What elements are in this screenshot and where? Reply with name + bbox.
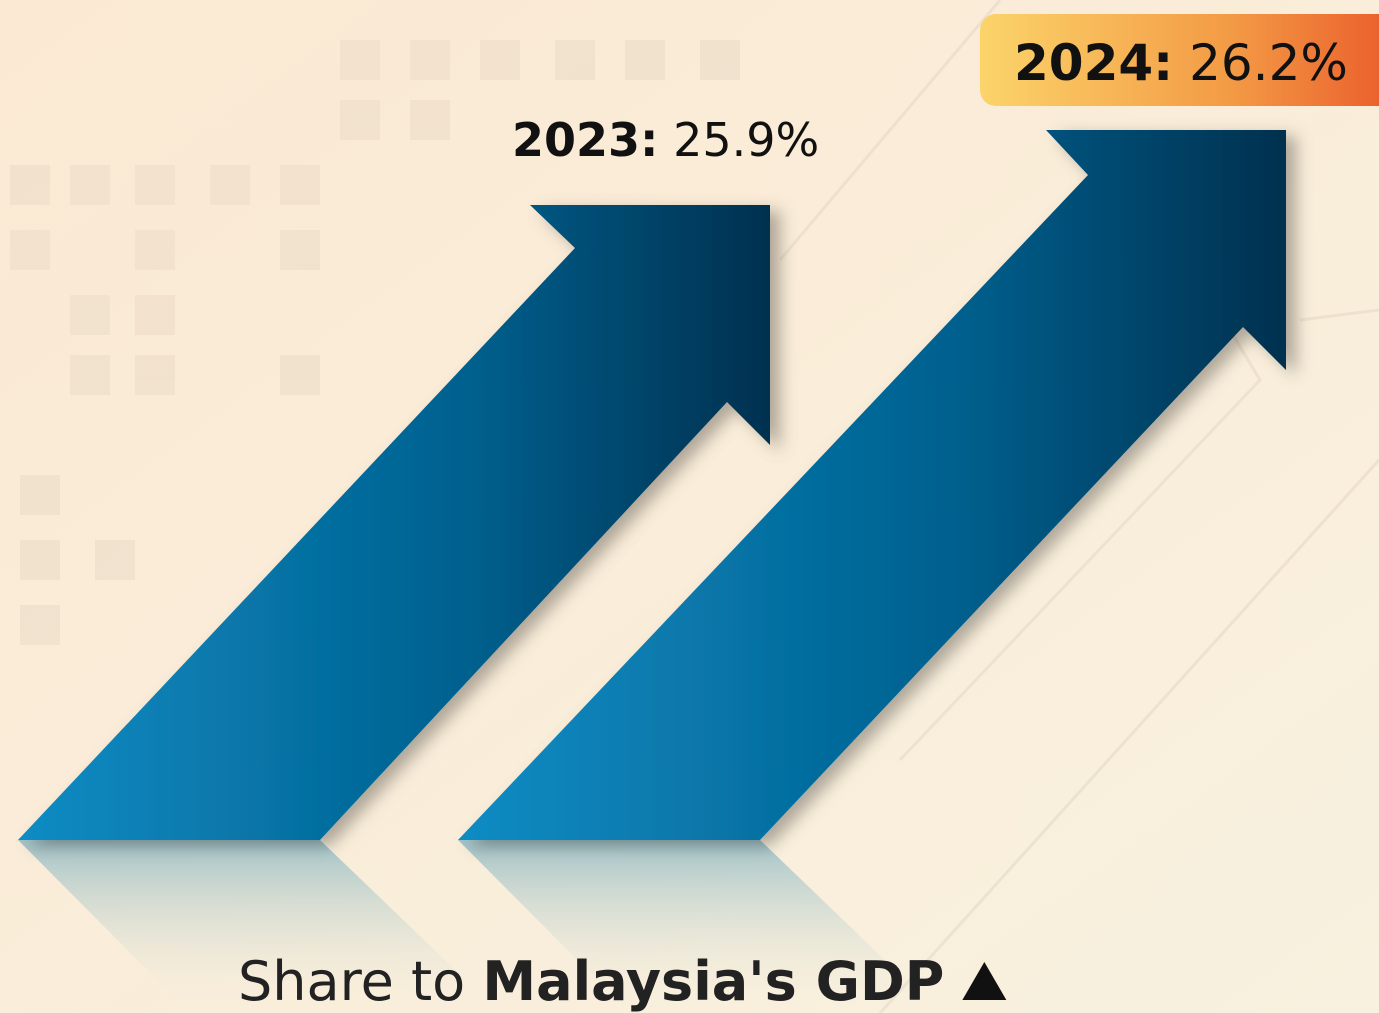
caption-lead: Share to [238, 950, 465, 1013]
caption: Share to Malaysia's GDP [238, 950, 944, 1013]
decor-squares [10, 40, 740, 645]
label-2023: 2023: 25.9% [512, 113, 819, 167]
value: 26.2% [1189, 34, 1348, 92]
arrow-2023 [18, 205, 770, 840]
arrow-reflection [458, 840, 940, 1013]
value: 25.9% [673, 113, 819, 167]
year: 2024: [1014, 34, 1173, 92]
up-triangle-icon [962, 962, 1007, 1000]
caption-subject: Malaysia's GDP [482, 950, 944, 1013]
arrow-2024 [458, 130, 1286, 840]
highlight-badge [980, 14, 1379, 106]
arrow-reflection [18, 840, 500, 1013]
label-2024: 2024: 26.2% [1014, 34, 1348, 92]
year: 2023: [512, 113, 658, 167]
decor-lines [778, 0, 1379, 1013]
